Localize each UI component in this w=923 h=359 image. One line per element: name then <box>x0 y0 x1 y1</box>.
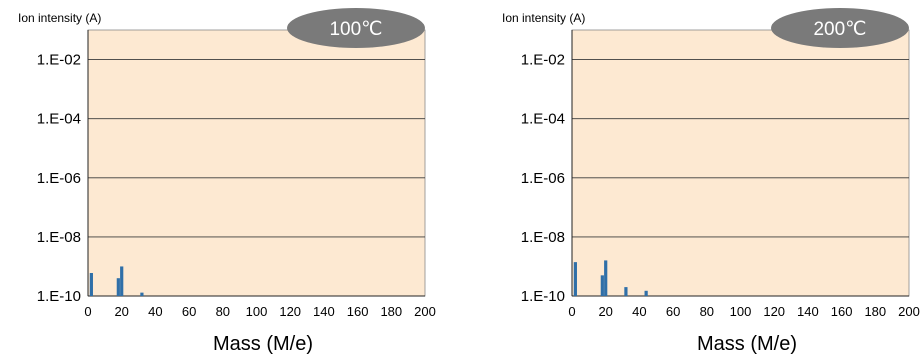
bar <box>89 273 93 296</box>
x-tick-label: 140 <box>797 304 819 319</box>
temperature-label: 100℃ <box>329 19 382 40</box>
chart-panel-200c: 1.E-02 1.E-04 1.E-06 1.E-08 1.E-10 0 20 40 60 80 1… <box>484 0 923 359</box>
y-tick-label: 1.E-02 <box>37 52 81 69</box>
y-tick-label: 1.E-08 <box>37 229 81 246</box>
y-tick-label: 1.E-04 <box>37 111 81 128</box>
y-axis-label: Ion intensity (A) <box>18 11 101 25</box>
plot-area <box>87 29 426 297</box>
x-tick-label: 140 <box>313 304 335 319</box>
x-tick-label: 60 <box>666 304 680 319</box>
bar <box>624 287 628 296</box>
x-tick-label: 80 <box>216 304 230 319</box>
x-tick-label: 100 <box>730 304 752 319</box>
bar <box>116 278 120 296</box>
x-tick-label: 200 <box>898 304 920 319</box>
x-tick-label: 0 <box>568 304 575 319</box>
x-tick-label: 100 <box>246 304 268 319</box>
bar <box>120 266 124 296</box>
y-tick-label: 1.E-08 <box>521 229 565 246</box>
x-tick-label: 40 <box>148 304 162 319</box>
chart-svg: 1.E-02 1.E-04 1.E-06 1.E-08 1.E-100 20 40 60 80 1… <box>502 8 920 355</box>
x-tick-label: 180 <box>380 304 402 319</box>
y-tick-label: 1.E-04 <box>521 111 565 128</box>
x-tick-label: 180 <box>864 304 886 319</box>
temperature-label: 200℃ <box>813 19 866 40</box>
chart-svg: 1.E-02 1.E-04 1.E-06 1.E-08 1.E-100 20 40 60 80 1… <box>18 8 436 355</box>
y-tick-label: 1.E-06 <box>521 170 565 187</box>
bar <box>644 290 648 296</box>
temperature-badge <box>771 8 909 48</box>
bar <box>573 262 577 296</box>
x-tick-label: 160 <box>347 304 369 319</box>
x-tick-label: 120 <box>763 304 785 319</box>
x-axis-label: Mass (M/e) <box>213 333 313 355</box>
y-tick-label: 1.E-10 <box>37 288 81 305</box>
x-tick-label: 80 <box>700 304 714 319</box>
x-tick-label: 120 <box>279 304 301 319</box>
x-tick-label: 40 <box>632 304 646 319</box>
x-tick-label: 160 <box>831 304 853 319</box>
bar <box>600 275 604 296</box>
x-tick-label: 60 <box>182 304 196 319</box>
chart-panel-100c: 1.E-02 1.E-04 1.E-06 1.E-08 1.E-10 0 20 40 60 80 1… <box>0 0 440 359</box>
temperature-badge <box>287 8 425 48</box>
x-axis-label: Mass (M/e) <box>697 333 797 355</box>
x-tick-label: 20 <box>114 304 128 319</box>
bar <box>140 292 144 296</box>
y-axis-label: Ion intensity (A) <box>502 11 585 25</box>
y-tick-label: 1.E-10 <box>521 288 565 305</box>
bar <box>604 260 608 296</box>
x-tick-label: 20 <box>598 304 612 319</box>
x-tick-label: 0 <box>84 304 91 319</box>
y-tick-label: 1.E-06 <box>37 170 81 187</box>
x-tick-label: 200 <box>414 304 436 319</box>
plot-area <box>571 29 910 297</box>
y-tick-label: 1.E-02 <box>521 52 565 69</box>
